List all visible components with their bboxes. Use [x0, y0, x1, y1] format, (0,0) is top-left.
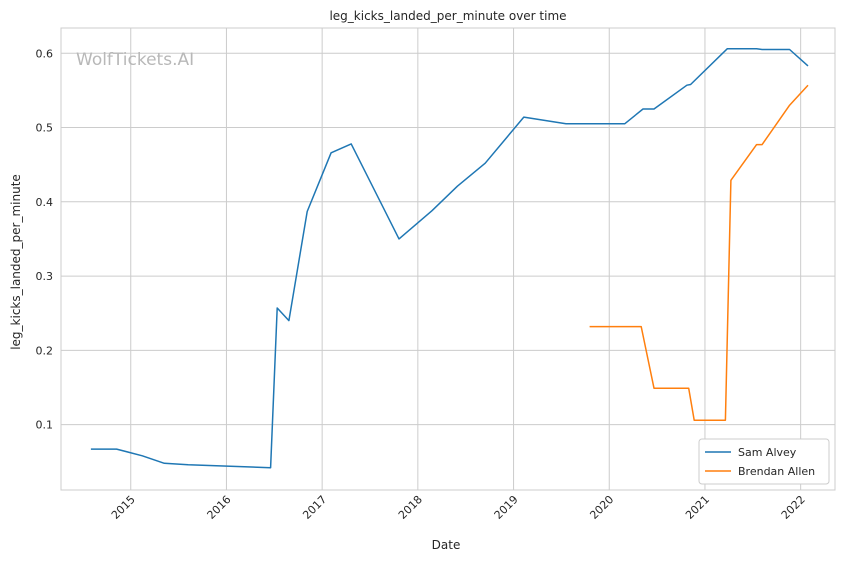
x-tick-label: 2017	[300, 493, 329, 522]
y-axis-label: leg_kicks_landed_per_minute	[9, 174, 23, 350]
grid-lines	[61, 28, 835, 490]
chart-title: leg_kicks_landed_per_minute over time	[329, 9, 566, 23]
x-tick-label: 2020	[587, 493, 616, 522]
x-axis-label: Date	[432, 538, 461, 552]
series-layer	[90, 48, 809, 469]
x-tick-label: 2015	[109, 493, 138, 522]
x-tick-label: 2019	[492, 493, 521, 522]
y-tick-label: 0.2	[36, 344, 54, 357]
x-tick-label: 2022	[779, 493, 808, 522]
x-tick-labels: 2015 2016 2017 2018 2019 2020 2021 2022	[109, 493, 808, 522]
y-tick-labels: 0.1 0.2 0.3 0.4 0.5 0.6	[36, 47, 54, 431]
y-tick-label: 0.6	[36, 47, 54, 60]
series-line-brendan-allen	[589, 84, 809, 421]
plot-frame	[60, 27, 836, 491]
legend-label-brendan-allen: Brendan Allen	[738, 465, 815, 478]
y-tick-label: 0.5	[36, 122, 54, 135]
legend-box	[698, 438, 830, 485]
legend-label-sam-alvey: Sam Alvey	[738, 446, 797, 459]
x-tick-label: 2021	[683, 493, 712, 522]
y-tick-label: 0.4	[36, 196, 54, 209]
series-line-sam-alvey	[90, 48, 809, 469]
legend: Sam Alvey Brendan Allen	[698, 438, 830, 485]
watermark: WolfTickets.AI	[76, 50, 194, 70]
y-tick-label: 0.1	[36, 419, 54, 432]
plot-background	[61, 28, 835, 490]
x-tick-label: 2018	[396, 493, 425, 522]
y-tick-label: 0.3	[36, 270, 54, 283]
x-tick-label: 2016	[205, 493, 234, 522]
